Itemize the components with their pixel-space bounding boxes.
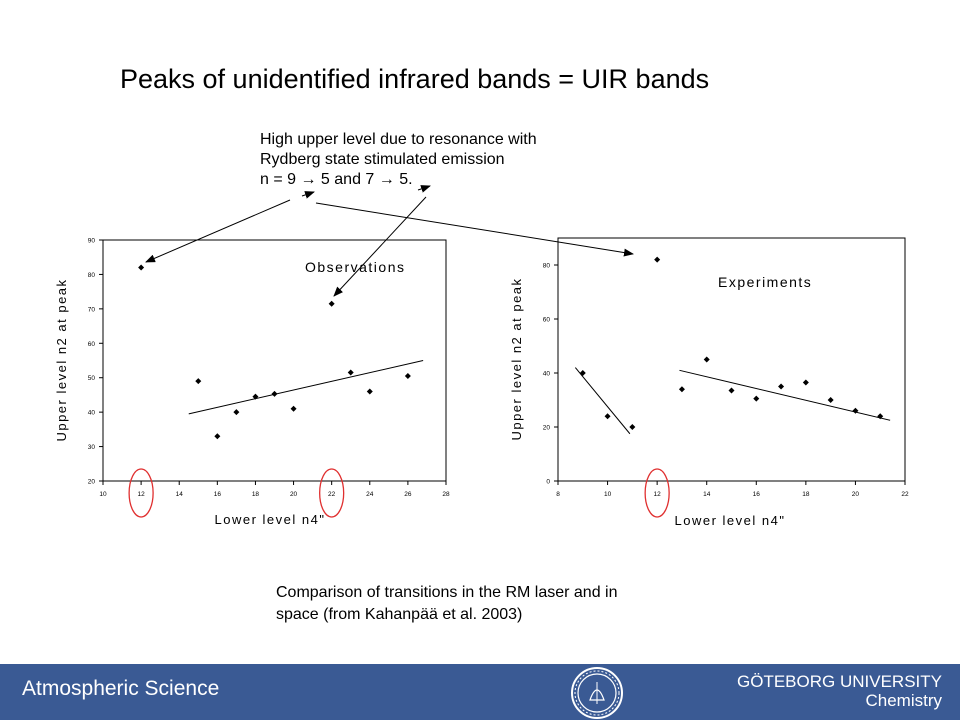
data-point bbox=[753, 395, 760, 402]
y-tick-label: 40 bbox=[88, 410, 96, 417]
data-point bbox=[214, 433, 221, 440]
y-tick-label: 40 bbox=[543, 371, 551, 378]
y-tick-label: 20 bbox=[88, 479, 96, 486]
caption-line-2: space (from Kahanpää et al. 2003) bbox=[276, 606, 523, 623]
arrow-to-obs-12 bbox=[145, 199, 291, 263]
x-tick-label: 14 bbox=[176, 491, 184, 498]
y-axis-label: Upper level n2 at peak bbox=[54, 278, 69, 441]
x-tick-label: 14 bbox=[703, 491, 711, 498]
data-point bbox=[802, 379, 809, 386]
slide-title: Peaks of unidentified infrared bands = U… bbox=[120, 64, 710, 94]
data-point bbox=[778, 383, 785, 390]
trend-line bbox=[188, 360, 424, 415]
experiments-chart: 8 10 12 14 16 18 20 22 0 20 40 60 80 Experiments Lower… bbox=[509, 237, 909, 528]
data-point bbox=[579, 370, 586, 376]
x-tick-label: 12 bbox=[137, 491, 145, 498]
data-point bbox=[877, 413, 884, 420]
y-tick-label: 80 bbox=[543, 263, 551, 270]
plot-frame bbox=[557, 237, 906, 482]
data-point bbox=[328, 300, 335, 307]
data-point bbox=[138, 264, 145, 271]
x-axis-label: Lower level n4" bbox=[675, 513, 786, 528]
chart-title: Experiments bbox=[718, 274, 812, 290]
caption-line-1: Comparison of transitions in the RM lase… bbox=[276, 584, 618, 601]
y-axis-label: Upper level n2 at peak bbox=[509, 277, 524, 440]
y-tick-label: 70 bbox=[88, 306, 96, 313]
footer-university-name: GÖTEBORG UNIVERSITY bbox=[737, 672, 942, 691]
annotation-arrows bbox=[145, 185, 634, 297]
data-point bbox=[678, 386, 685, 393]
figure-caption: Comparison of transitions in the RM lase… bbox=[276, 582, 618, 626]
data-point bbox=[703, 356, 710, 363]
x-tick-label: 16 bbox=[753, 491, 761, 498]
x-tick-label: 8 bbox=[556, 491, 560, 498]
data-point bbox=[195, 378, 202, 385]
x-tick-label: 28 bbox=[442, 491, 450, 498]
data-point bbox=[404, 372, 411, 379]
highlight-circle bbox=[644, 468, 670, 518]
plot-frame bbox=[102, 239, 447, 482]
arrow-to-exp-12 bbox=[315, 202, 634, 257]
x-axis-label: Lower level n4" bbox=[215, 512, 326, 527]
highlight-circle bbox=[128, 468, 154, 518]
note-line-2: Rydberg state stimulated emission bbox=[260, 151, 505, 168]
x-tick-label: 18 bbox=[802, 491, 810, 498]
y-tick-label: 30 bbox=[88, 444, 96, 451]
y-tick-label: 60 bbox=[88, 341, 96, 348]
data-point bbox=[366, 388, 373, 395]
y-tick-label: 60 bbox=[543, 317, 551, 324]
x-tick-label: 18 bbox=[252, 491, 260, 498]
data-point bbox=[252, 393, 259, 400]
y-tick-label: 50 bbox=[88, 375, 96, 382]
university-seal-icon bbox=[571, 667, 623, 719]
footer-university: GÖTEBORG UNIVERSITY Chemistry bbox=[737, 672, 942, 710]
data-point bbox=[654, 256, 661, 263]
y-tick-label: 80 bbox=[88, 272, 96, 279]
data-point bbox=[271, 390, 278, 397]
trend-line bbox=[574, 367, 631, 435]
data-point bbox=[233, 409, 240, 416]
data-point bbox=[290, 405, 297, 412]
footer-bar bbox=[0, 664, 960, 720]
y-tick-label: 90 bbox=[88, 238, 96, 245]
data-point bbox=[347, 369, 354, 376]
y-tick-label: 0 bbox=[546, 479, 550, 486]
data-point bbox=[629, 424, 636, 430]
trend-line bbox=[679, 369, 891, 421]
resonance-note: High upper level due to resonance with R… bbox=[260, 130, 537, 190]
note-line-3: n = 9 → 5 and 7 → 5. bbox=[260, 171, 413, 188]
x-tick-label: 12 bbox=[654, 491, 662, 498]
highlight-circle bbox=[319, 468, 345, 518]
footer-dept-label: Atmospheric Science bbox=[22, 677, 220, 700]
note-line-1: High upper level due to resonance with bbox=[260, 131, 537, 148]
x-tick-label: 22 bbox=[328, 491, 336, 498]
x-tick-label: 24 bbox=[366, 491, 374, 498]
data-point bbox=[728, 387, 735, 394]
note-inline-arrow-1 bbox=[301, 191, 315, 199]
y-tick-label: 20 bbox=[543, 425, 551, 432]
data-point bbox=[827, 397, 834, 403]
observations-chart: 10 12 14 16 18 20 22 24 26 28 20 30 40 50 60 70 80 90 Obse… bbox=[54, 238, 450, 528]
chart-title: Observations bbox=[305, 259, 405, 275]
data-point bbox=[852, 407, 859, 414]
x-tick-label: 16 bbox=[214, 491, 222, 498]
arrow-to-obs-22 bbox=[333, 196, 427, 297]
x-tick-label: 22 bbox=[901, 491, 909, 498]
x-tick-label: 10 bbox=[99, 491, 107, 498]
x-tick-label: 10 bbox=[604, 491, 612, 498]
note-inline-arrow-2 bbox=[417, 185, 431, 193]
x-tick-label: 20 bbox=[852, 491, 860, 498]
x-tick-label: 26 bbox=[404, 491, 412, 498]
footer-subject: Chemistry bbox=[865, 691, 942, 710]
data-point bbox=[604, 413, 611, 420]
x-tick-label: 20 bbox=[290, 491, 298, 498]
